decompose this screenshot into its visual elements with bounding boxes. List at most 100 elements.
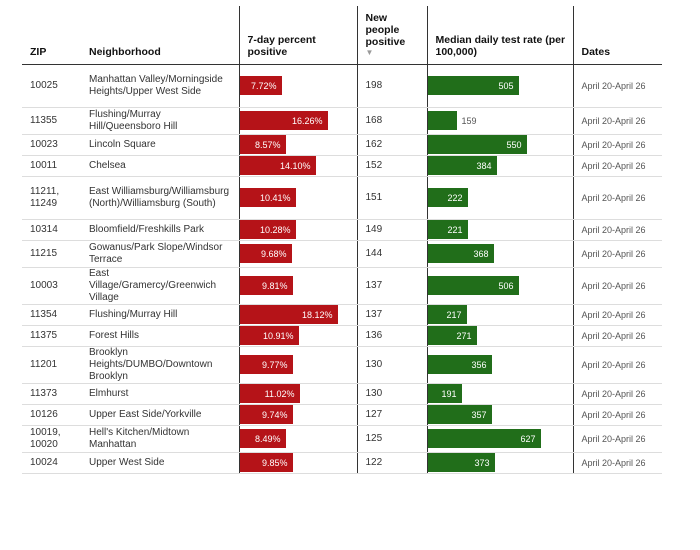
zip-cell: 10011 xyxy=(22,155,81,177)
test-rate-bar xyxy=(427,111,457,130)
test-rate-cell: 550 xyxy=(426,134,573,156)
table-row: 11211, 11249 East Williamsburg/Williamsbu… xyxy=(22,176,662,220)
new-positive-cell: 130 xyxy=(356,346,427,384)
new-positive-cell: 168 xyxy=(356,107,427,135)
test-rate-bar: 222 xyxy=(427,188,468,207)
pct-positive-bar: 14.10% xyxy=(239,156,316,175)
pct-positive-cell: 8.49% xyxy=(238,425,357,453)
table-row: 10003 East Village/Gramercy/Greenwich Vil… xyxy=(22,267,662,305)
neighborhood-cell: Flushing/Murray Hill/Queensboro Hill xyxy=(81,107,239,135)
pct-positive-cell: 10.91% xyxy=(238,325,357,347)
new-positive-cell: 136 xyxy=(356,325,427,347)
pct-positive-cell: 9.68% xyxy=(238,240,357,268)
dates-cell: April 20-April 26 xyxy=(572,240,662,268)
neighborhood-cell: Forest Hills xyxy=(81,325,239,347)
header-pct-positive[interactable]: 7-day percent positive xyxy=(238,6,357,65)
pct-positive-cell: 10.28% xyxy=(238,219,357,241)
header-new-positive-label: New people positive xyxy=(365,11,406,48)
neighborhood-cell: Gowanus/Park Slope/Windsor Terrace xyxy=(81,240,239,268)
header-dates[interactable]: Dates xyxy=(572,6,662,65)
neighborhood-cell: Flushing/Murray Hill xyxy=(81,304,239,326)
zip-cell: 11354 xyxy=(22,304,81,326)
pct-positive-bar: 18.12% xyxy=(239,305,338,324)
test-rate-cell: 505 xyxy=(426,64,573,108)
test-rate-cell: 506 xyxy=(426,267,573,305)
pct-positive-cell: 9.77% xyxy=(238,346,357,384)
table-row: 11373 Elmhurst 11.02% 130 191 April 20-April … xyxy=(22,383,662,405)
neighborhood-cell: Hell's Kitchen/Midtown Manhattan xyxy=(81,425,239,453)
dates-cell: April 20-April 26 xyxy=(572,325,662,347)
test-rate-cell: 384 xyxy=(426,155,573,177)
test-rate-bar: 271 xyxy=(427,326,477,345)
test-rate-cell: 159 xyxy=(426,107,573,135)
neighborhood-cell: Brooklyn Heights/DUMBO/Downtown Brooklyn xyxy=(81,346,239,384)
test-rate-bar: 191 xyxy=(427,384,462,403)
zip-cell: 11211, 11249 xyxy=(22,176,81,220)
dates-cell: April 20-April 26 xyxy=(572,383,662,405)
pct-positive-bar: 8.49% xyxy=(239,429,286,448)
test-rate-cell: 356 xyxy=(426,346,573,384)
dates-cell: April 20-April 26 xyxy=(572,107,662,135)
dates-cell: April 20-April 26 xyxy=(572,425,662,453)
test-rate-label: 159 xyxy=(461,115,477,126)
zip-cell: 10023 xyxy=(22,134,81,156)
neighborhood-cell: Lincoln Square xyxy=(81,134,239,156)
table-row: 10019, 10020 Hell's Kitchen/Midtown Manha… xyxy=(22,425,662,453)
test-rate-cell: 368 xyxy=(426,240,573,268)
table-row: 10023 Lincoln Square 8.57% 162 550 April 20-A… xyxy=(22,134,662,156)
pct-positive-cell: 14.10% xyxy=(238,155,357,177)
data-table: ZIP Neighborhood 7-day percent positive … xyxy=(22,6,662,474)
dates-cell: April 20-April 26 xyxy=(572,64,662,108)
test-rate-bar: 368 xyxy=(427,244,494,263)
pct-positive-bar: 9.74% xyxy=(239,405,293,424)
test-rate-bar: 356 xyxy=(427,355,492,374)
test-rate-cell: 271 xyxy=(426,325,573,347)
dates-cell: April 20-April 26 xyxy=(572,134,662,156)
pct-positive-bar: 9.68% xyxy=(239,244,292,263)
dates-cell: April 20-April 26 xyxy=(572,176,662,220)
zip-cell: 11215 xyxy=(22,240,81,268)
dates-cell: April 20-April 26 xyxy=(572,267,662,305)
pct-positive-cell: 8.57% xyxy=(238,134,357,156)
table-row: 10024 Upper West Side 9.85% 122 373 April 20-… xyxy=(22,452,662,474)
pct-positive-cell: 18.12% xyxy=(238,304,357,326)
zip-cell: 10025 xyxy=(22,64,81,108)
pct-positive-bar: 11.02% xyxy=(239,384,300,403)
zip-cell: 11373 xyxy=(22,383,81,405)
sort-down-icon: ▼ xyxy=(365,47,374,57)
header-new-positive[interactable]: New people positive ▼ xyxy=(356,6,427,65)
header-neighborhood[interactable]: Neighborhood xyxy=(81,6,239,65)
pct-positive-cell: 16.26% xyxy=(238,107,357,135)
new-positive-cell: 198 xyxy=(356,64,427,108)
pct-positive-cell: 9.74% xyxy=(238,404,357,426)
table-row: 10011 Chelsea 14.10% 152 384 April 20-April 2… xyxy=(22,155,662,177)
pct-positive-bar: 7.72% xyxy=(239,76,282,95)
new-positive-cell: 125 xyxy=(356,425,427,453)
neighborhood-cell: Upper West Side xyxy=(81,452,239,474)
test-rate-cell: 217 xyxy=(426,304,573,326)
new-positive-cell: 144 xyxy=(356,240,427,268)
pct-positive-cell: 10.41% xyxy=(238,176,357,220)
dates-cell: April 20-April 26 xyxy=(572,304,662,326)
test-rate-cell: 373 xyxy=(426,452,573,474)
neighborhood-cell: Chelsea xyxy=(81,155,239,177)
table-row: 11354 Flushing/Murray Hill 18.12% 137 217 Apr… xyxy=(22,304,662,326)
test-rate-cell: 357 xyxy=(426,404,573,426)
pct-positive-cell: 9.81% xyxy=(238,267,357,305)
zip-cell: 11375 xyxy=(22,325,81,347)
dates-cell: April 20-April 26 xyxy=(572,219,662,241)
dates-cell: April 20-April 26 xyxy=(572,452,662,474)
header-test-rate[interactable]: Median daily test rate (per 100,000) xyxy=(426,6,573,65)
dates-cell: April 20-April 26 xyxy=(572,404,662,426)
zip-cell: 10024 xyxy=(22,452,81,474)
new-positive-cell: 151 xyxy=(356,176,427,220)
table-row: 10126 Upper East Side/Yorkville 9.74% 127 35… xyxy=(22,404,662,426)
new-positive-cell: 127 xyxy=(356,404,427,426)
new-positive-cell: 162 xyxy=(356,134,427,156)
test-rate-cell: 222 xyxy=(426,176,573,220)
pct-positive-bar: 10.28% xyxy=(239,220,296,239)
test-rate-bar: 373 xyxy=(427,453,495,472)
header-zip[interactable]: ZIP xyxy=(22,6,81,65)
test-rate-bar: 505 xyxy=(427,76,519,95)
table-row: 10025 Manhattan Valley/Morningside Height… xyxy=(22,64,662,108)
